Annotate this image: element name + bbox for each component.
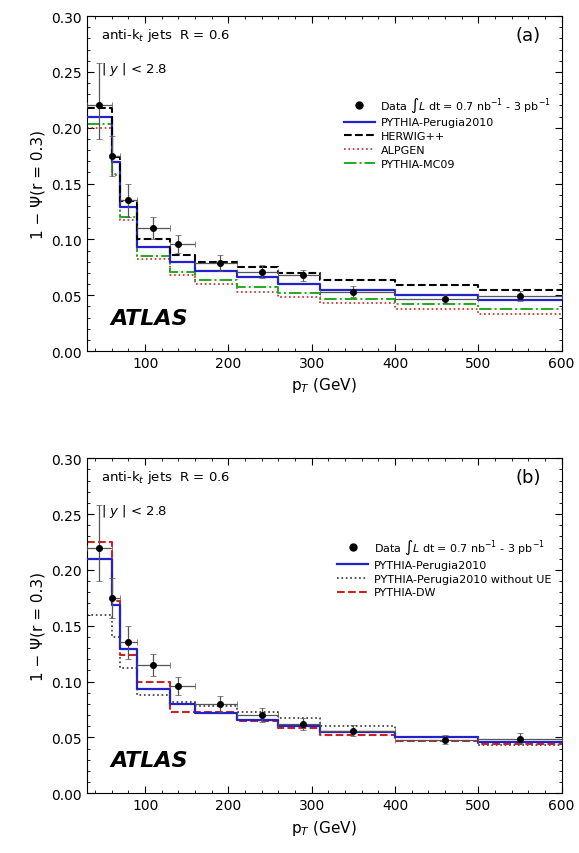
X-axis label: p$_T$ (GeV): p$_T$ (GeV)	[291, 818, 357, 837]
X-axis label: p$_T$ (GeV): p$_T$ (GeV)	[291, 376, 357, 395]
Text: (a): (a)	[516, 27, 541, 45]
Legend: Data $\int$$\mathit{L}$ dt = 0.7 nb$^{-1}$ - 3 pb$^{-1}$, PYTHIA-Perugia2010, PY: Data $\int$$\mathit{L}$ dt = 0.7 nb$^{-1…	[338, 538, 551, 598]
Text: ATLAS: ATLAS	[111, 308, 188, 328]
Text: | $y$ | < 2.8: | $y$ | < 2.8	[101, 502, 167, 519]
Text: (b): (b)	[516, 469, 541, 487]
Text: anti-k$_t$ jets  R = 0.6: anti-k$_t$ jets R = 0.6	[101, 27, 230, 44]
Y-axis label: 1 − Ψ(r = 0.3): 1 − Ψ(r = 0.3)	[31, 130, 46, 239]
Legend: Data $\int$$\mathit{L}$ dt = 0.7 nb$^{-1}$ - 3 pb$^{-1}$, PYTHIA-Perugia2010, HE: Data $\int$$\mathit{L}$ dt = 0.7 nb$^{-1…	[344, 96, 551, 170]
Text: | $y$ | < 2.8: | $y$ | < 2.8	[101, 61, 167, 78]
Text: ATLAS: ATLAS	[111, 750, 188, 770]
Text: anti-k$_t$ jets  R = 0.6: anti-k$_t$ jets R = 0.6	[101, 469, 230, 485]
Y-axis label: 1 − Ψ(r = 0.3): 1 − Ψ(r = 0.3)	[31, 572, 46, 681]
